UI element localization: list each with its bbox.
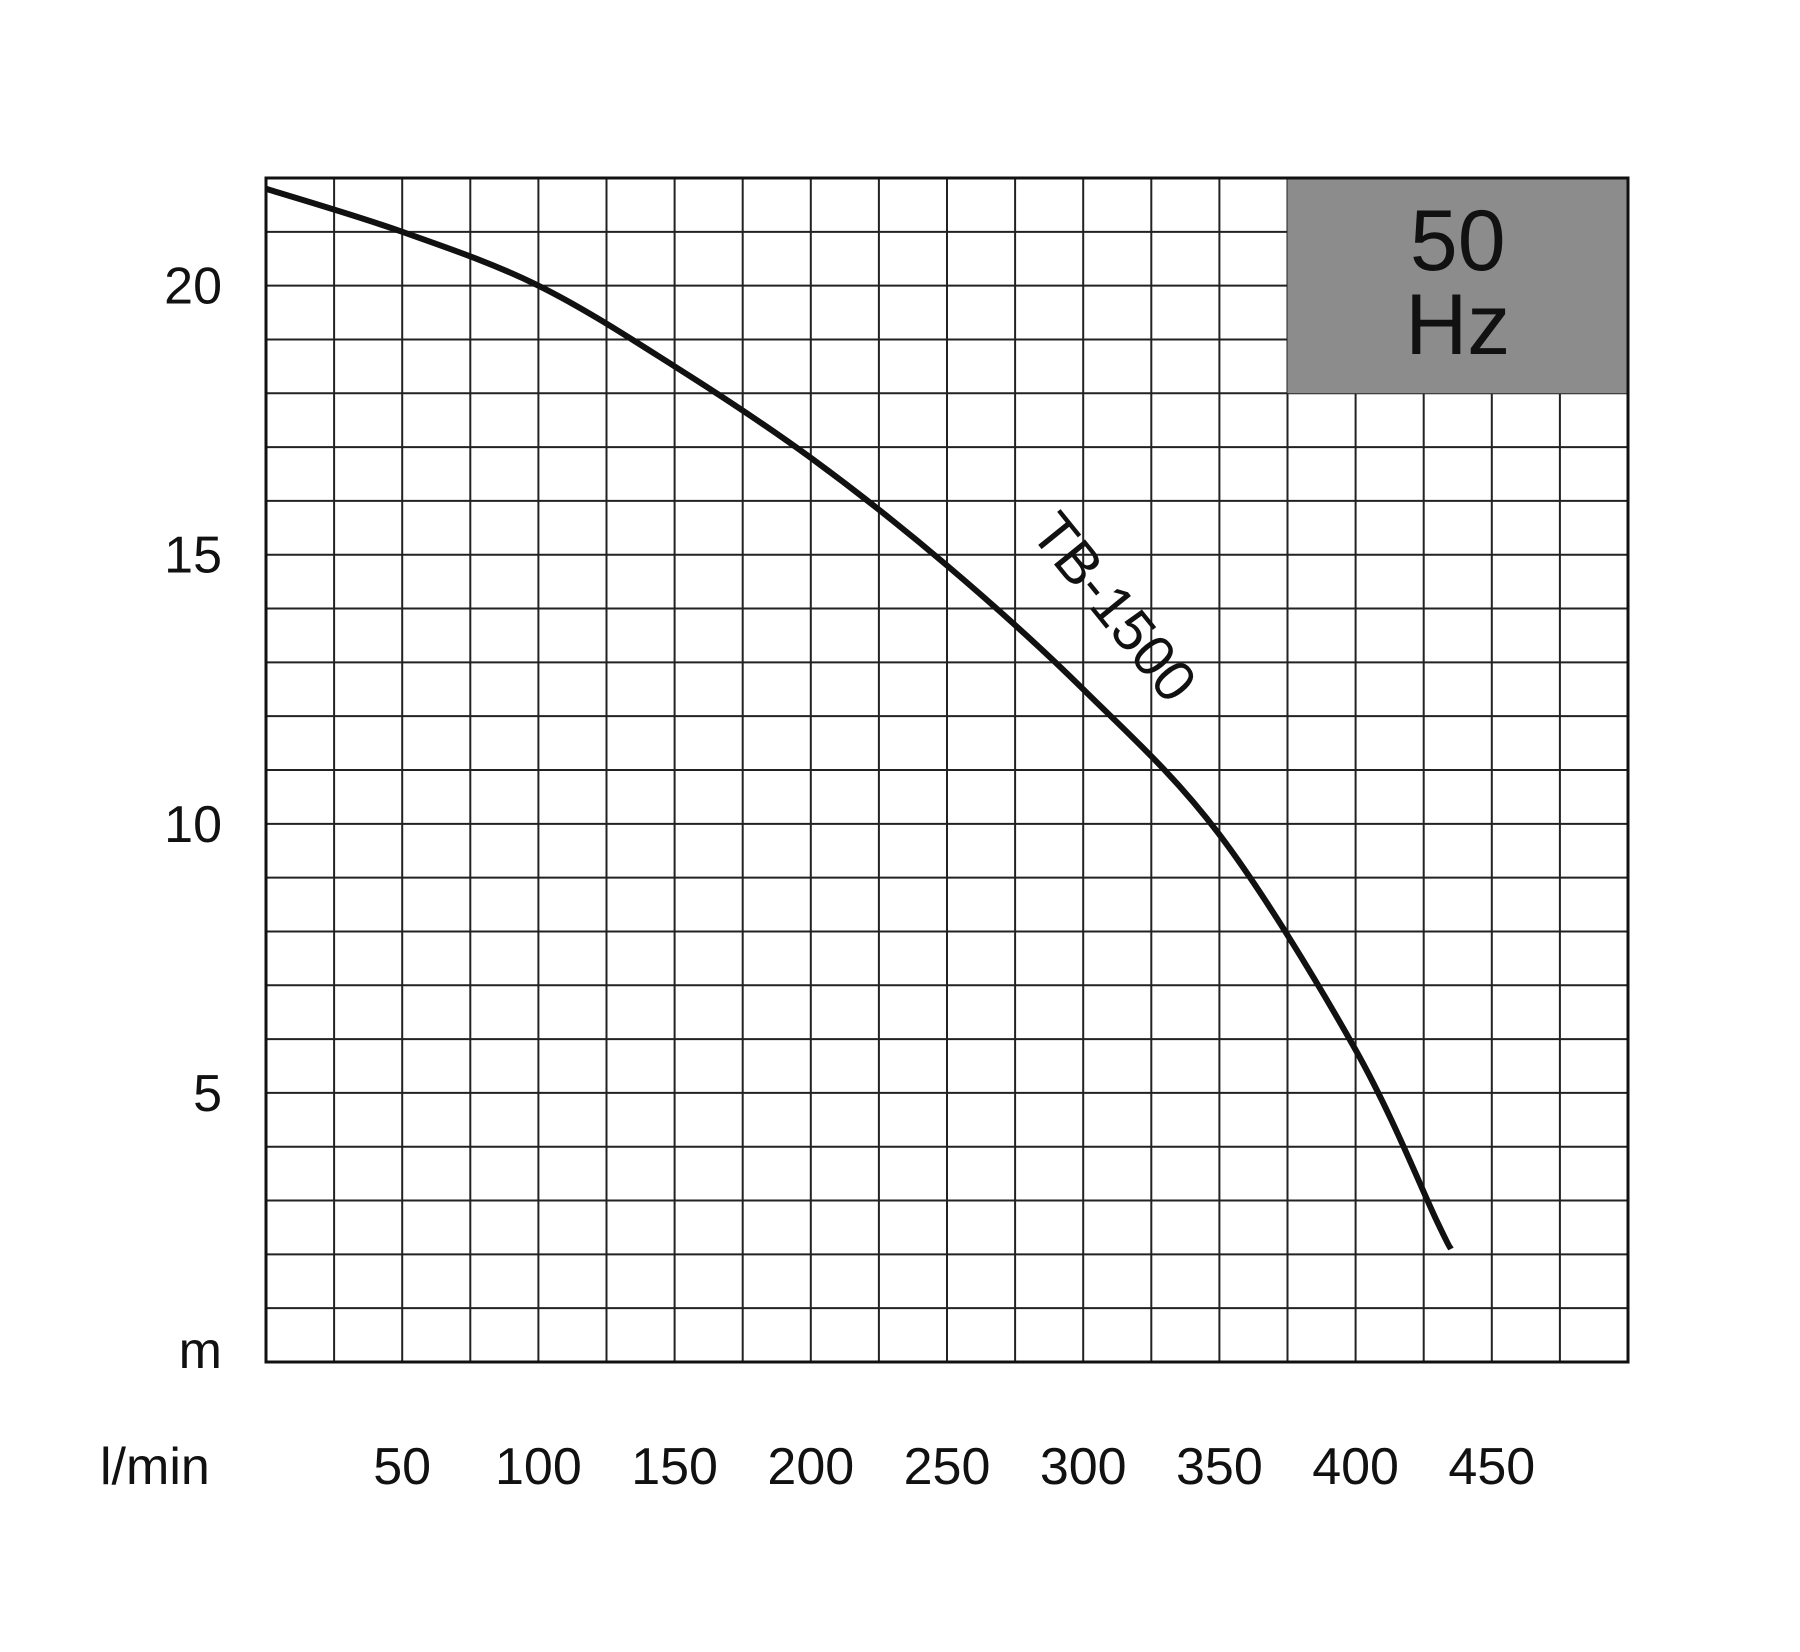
x-tick-label: 350 [1176, 1438, 1263, 1496]
x-tick-label: 300 [1040, 1438, 1127, 1496]
plot-border [264, 176, 1630, 1364]
x-tick-label: 100 [495, 1438, 582, 1496]
x-tick-label: 50 [373, 1438, 431, 1496]
x-tick-labels: 50 100 150 200 250 300 350 400 450 [373, 1438, 1535, 1496]
frequency-badge: 50 Hz [1287, 178, 1628, 394]
x-tick-label: 400 [1312, 1438, 1399, 1496]
plot-frame [264, 176, 1630, 1364]
frequency-value: 50 [1410, 193, 1506, 289]
x-tick-label: 150 [631, 1438, 718, 1496]
x-tick-label: 200 [767, 1438, 854, 1496]
frequency-unit: Hz [1405, 277, 1510, 373]
frequency-badge-box [1287, 178, 1628, 394]
y-tick-label: 15 [164, 527, 222, 585]
x-axis-unit-label: l/min [100, 1438, 210, 1496]
y-tick-label: 5 [193, 1065, 222, 1123]
x-tick-label: 250 [904, 1438, 991, 1496]
x-tick-label: 450 [1448, 1438, 1535, 1496]
series-line-tb-1500 [265, 185, 1454, 1251]
y-tick-labels: 20 15 10 5 [164, 258, 222, 1123]
y-tick-label: 20 [164, 258, 222, 316]
series-layer [265, 185, 1454, 1251]
y-tick-label: 10 [164, 796, 222, 854]
y-axis-unit-label: m [179, 1322, 222, 1380]
